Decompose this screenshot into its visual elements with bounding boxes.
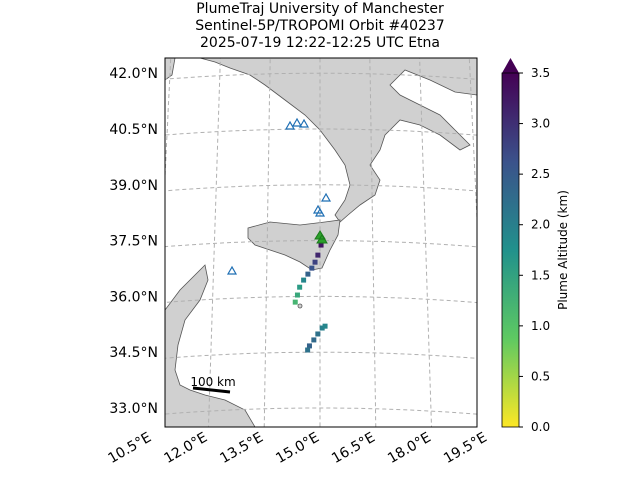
plume-pixel — [322, 323, 328, 329]
lon-grid-line — [369, 58, 377, 427]
lon-label: 19.5°E — [441, 430, 490, 467]
title-line: Sentinel-5P/TROPOMI Orbit #40237 — [195, 18, 444, 34]
volcanoes — [226, 117, 332, 275]
lon-label: 16.5°E — [329, 430, 378, 467]
lon-grid-line — [207, 58, 221, 427]
scale-bar-label: 100 km — [190, 375, 235, 389]
lon-label: 15.0°E — [273, 430, 322, 467]
lon-label: 12.0°E — [161, 430, 210, 467]
plume-pixel — [319, 325, 325, 331]
colorbar: Plume Altitude (km) 0.0 0.5 1.0 1.5 2.0 2.5 3.… — [501, 58, 570, 434]
lat-label: 37.5°N — [109, 234, 158, 250]
lat-grid-line — [165, 407, 477, 415]
plume-pixel — [312, 259, 318, 265]
lat-label: 39.0°N — [109, 178, 158, 194]
plume — [292, 242, 328, 353]
lon-label: 13.5°E — [217, 430, 266, 467]
malta — [297, 303, 303, 309]
colorbar-bar — [501, 72, 520, 428]
colorbar-tick-label: 1.0 — [531, 319, 550, 333]
lat-grid-line — [165, 351, 477, 359]
plume-pixel — [309, 265, 315, 271]
plume-pixel — [294, 292, 300, 298]
plume-pixel — [292, 299, 298, 305]
italy — [199, 58, 477, 223]
lon-label: 18.0°E — [385, 430, 434, 467]
plume-pixel — [305, 347, 311, 353]
map-area: 100 km — [165, 58, 477, 427]
plume-pixel — [301, 277, 307, 283]
lat-label: 42.0°N — [109, 66, 158, 82]
map-frame — [164, 57, 478, 428]
title-line: PlumeTraj University of Manchester — [196, 1, 444, 17]
plume-pixel — [315, 252, 321, 258]
plume-pixel — [315, 331, 321, 337]
lat-label: 36.0°N — [109, 289, 158, 305]
plume-pixel — [306, 343, 312, 349]
lat-label: 34.5°N — [109, 345, 158, 361]
lon-grid-line — [263, 58, 271, 427]
colorbar-label: Plume Altitude (km) — [556, 190, 570, 310]
plume-pixel — [311, 337, 317, 343]
etna-marker — [314, 230, 328, 244]
north-africa — [165, 264, 256, 427]
lon-label: 10.5°E — [105, 430, 154, 467]
colorbar-tick-label: 3.0 — [531, 117, 550, 131]
plume-pixel — [318, 242, 324, 248]
lon-grid-line — [419, 58, 433, 427]
lat-label: 33.0°N — [109, 401, 158, 417]
colorbar-tick-label: 0.5 — [531, 369, 550, 383]
volcano-marker — [226, 117, 332, 275]
colorbar-tick-label: 1.5 — [531, 268, 550, 282]
colorbar-tick-label: 2.5 — [531, 167, 550, 181]
colorbar-tick-label: 0.0 — [531, 420, 550, 434]
title-line: 2025-07-19 12:22-12:25 UTC Etna — [200, 35, 440, 51]
plume-pixel — [305, 271, 311, 277]
colorbar-tick-label: 3.5 — [531, 66, 550, 80]
plume-pixel — [297, 284, 303, 290]
colorbar-extension — [502, 58, 519, 73]
scale-bar — [192, 386, 231, 394]
colorbar-tick-label: 2.0 — [531, 218, 550, 232]
lat-label: 40.5°N — [109, 122, 158, 138]
